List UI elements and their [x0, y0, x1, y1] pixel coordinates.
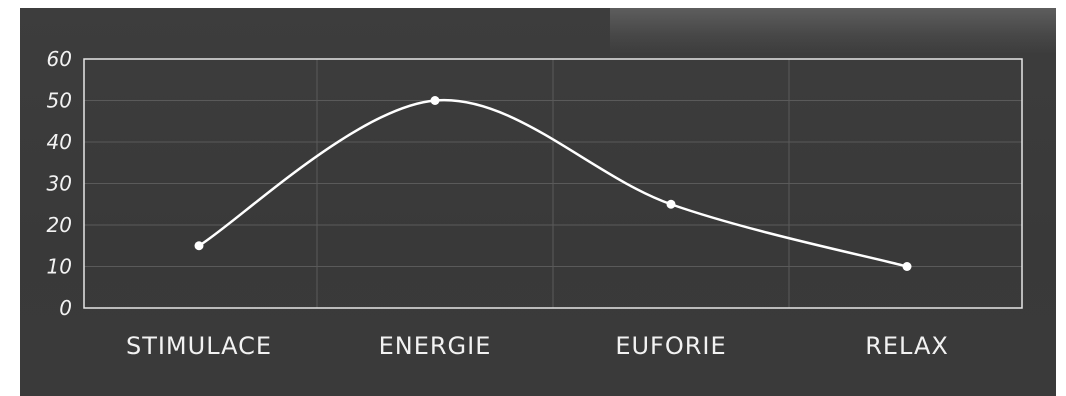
x-category-label: STIMULACE: [126, 332, 272, 360]
y-tick-label: 10: [47, 255, 72, 279]
chalkboard-background: [20, 8, 1056, 396]
data-point: [666, 199, 676, 209]
data-point: [194, 241, 204, 251]
x-category-label: EUFORIE: [615, 332, 726, 360]
y-tick-label: 60: [47, 47, 72, 71]
y-tick-label: 20: [47, 213, 72, 237]
data-point: [430, 96, 440, 105]
grid-lines: [84, 59, 1022, 308]
y-tick-label: 50: [47, 89, 72, 113]
plot-frame: [83, 58, 1023, 309]
data-point: [902, 262, 912, 271]
x-category-label: ENERGIE: [379, 332, 492, 360]
series-line: [197, 98, 909, 268]
y-tick-labels: 0 10 20 30 40 50 60: [47, 47, 72, 320]
y-tick-label: 0: [59, 296, 72, 320]
data-points: [194, 96, 912, 271]
x-category-label: RELAX: [865, 332, 949, 360]
x-tick-labels: STIMULACE ENERGIE EUFORIE RELAX: [126, 332, 949, 360]
y-tick-label: 40: [47, 130, 72, 154]
board-glare: [610, 8, 1056, 54]
y-tick-label: 30: [47, 172, 72, 196]
